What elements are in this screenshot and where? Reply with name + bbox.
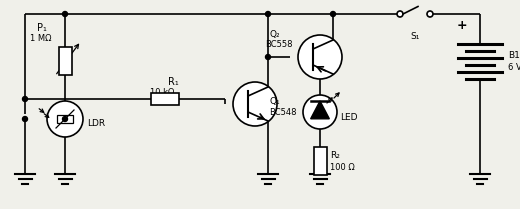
Text: LDR: LDR bbox=[87, 120, 105, 129]
Text: S₁: S₁ bbox=[410, 32, 419, 41]
Text: Q₁: Q₁ bbox=[270, 97, 281, 106]
Text: BC548: BC548 bbox=[269, 108, 296, 117]
Bar bbox=[314, 147, 327, 175]
Text: R₁: R₁ bbox=[168, 77, 179, 87]
Text: Q₂: Q₂ bbox=[270, 30, 281, 39]
Text: 100 Ω: 100 Ω bbox=[330, 163, 355, 172]
Circle shape bbox=[233, 82, 277, 126]
Circle shape bbox=[22, 116, 28, 121]
Circle shape bbox=[331, 11, 335, 17]
Bar bbox=[151, 93, 179, 105]
Text: +: + bbox=[457, 19, 467, 32]
Text: BC558: BC558 bbox=[265, 40, 292, 49]
Bar bbox=[58, 47, 72, 75]
Circle shape bbox=[266, 55, 270, 60]
Text: LED: LED bbox=[340, 112, 358, 121]
Bar bbox=[57, 115, 73, 123]
Polygon shape bbox=[310, 101, 329, 119]
Circle shape bbox=[397, 11, 403, 17]
Circle shape bbox=[47, 101, 83, 137]
Text: P₁: P₁ bbox=[37, 23, 47, 33]
Circle shape bbox=[62, 116, 68, 121]
Circle shape bbox=[427, 11, 433, 17]
Circle shape bbox=[266, 11, 270, 17]
Text: 10 kΩ: 10 kΩ bbox=[150, 88, 174, 97]
Circle shape bbox=[22, 97, 28, 102]
Circle shape bbox=[303, 95, 337, 129]
Circle shape bbox=[62, 11, 68, 17]
Text: 1 MΩ: 1 MΩ bbox=[30, 34, 51, 43]
Text: 6 V: 6 V bbox=[508, 64, 520, 73]
Circle shape bbox=[298, 35, 342, 79]
Text: R₂: R₂ bbox=[330, 152, 340, 161]
Text: B1: B1 bbox=[508, 51, 520, 60]
